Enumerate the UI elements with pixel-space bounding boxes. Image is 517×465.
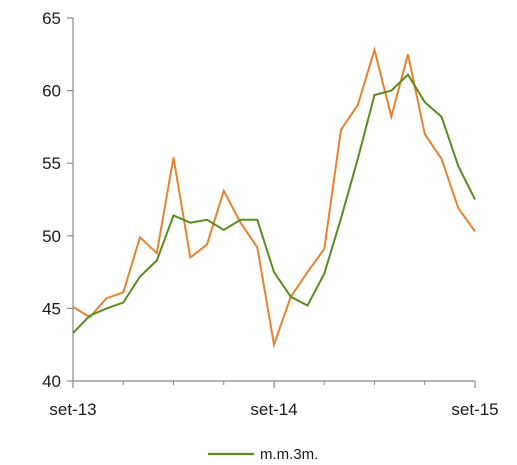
y-tick-label: 60 xyxy=(42,82,61,101)
x-tick-label: set-13 xyxy=(49,400,96,419)
chart-axes xyxy=(67,17,476,388)
y-tick-label: 55 xyxy=(42,154,61,173)
tick-labels: 40 45 50 55 60 65 set-13 set-14 set-15 xyxy=(42,9,499,419)
legend-label: m.m.3m. xyxy=(260,446,318,463)
series-layer xyxy=(72,46,476,349)
x-tick-label: set-15 xyxy=(451,400,498,419)
y-tick-label: 45 xyxy=(42,299,61,318)
series-line-1 xyxy=(72,73,476,334)
series-line-0 xyxy=(72,46,476,349)
x-tick-label: set-14 xyxy=(250,400,297,419)
y-tick-label: 65 xyxy=(42,9,61,28)
y-tick-label: 50 xyxy=(42,227,61,246)
y-tick-label: 40 xyxy=(42,372,61,391)
legend: m.m.3m. xyxy=(208,446,318,463)
